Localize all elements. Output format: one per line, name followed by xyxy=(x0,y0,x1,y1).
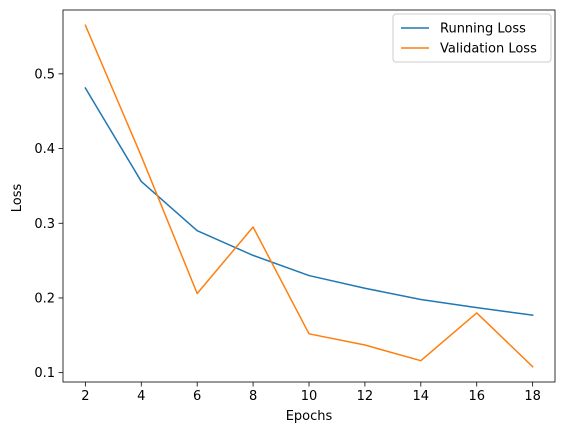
x-tick-label: 12 xyxy=(357,389,374,404)
legend-label-validation-loss: Validation Loss xyxy=(440,42,537,57)
y-tick-label: 0.4 xyxy=(34,142,55,157)
x-tick-label: 6 xyxy=(193,389,201,404)
y-tick-label: 0.3 xyxy=(34,217,55,232)
axes-layer: 2 4 6 8 10 12 14 16 18 0.1 0.2 0.3 0.4 0.5 xyxy=(34,9,556,404)
x-tick-label: 4 xyxy=(137,389,145,404)
x-axis-label: Epochs xyxy=(286,409,333,424)
x-tick-label: 18 xyxy=(524,389,541,404)
y-axis-label: Loss xyxy=(10,184,25,213)
x-tick-label: 14 xyxy=(413,389,430,404)
series-line-running-loss xyxy=(84,87,534,316)
series-line-validation-loss xyxy=(84,24,534,368)
x-tick-label: 10 xyxy=(301,389,318,404)
series-layer xyxy=(84,24,534,368)
x-tick-label: 8 xyxy=(249,389,257,404)
y-tick-label: 0.5 xyxy=(34,67,55,82)
y-tick-label: 0.2 xyxy=(34,291,55,306)
legend-box xyxy=(392,13,552,63)
legend: Running Loss Validation Loss xyxy=(392,13,552,63)
plot-background xyxy=(63,10,555,382)
legend-label-running-loss: Running Loss xyxy=(440,22,526,37)
x-tick-label: 2 xyxy=(81,389,89,404)
x-tick-label: 16 xyxy=(468,389,485,404)
y-tick-label: 0.1 xyxy=(34,366,55,381)
plot-area xyxy=(63,10,555,382)
